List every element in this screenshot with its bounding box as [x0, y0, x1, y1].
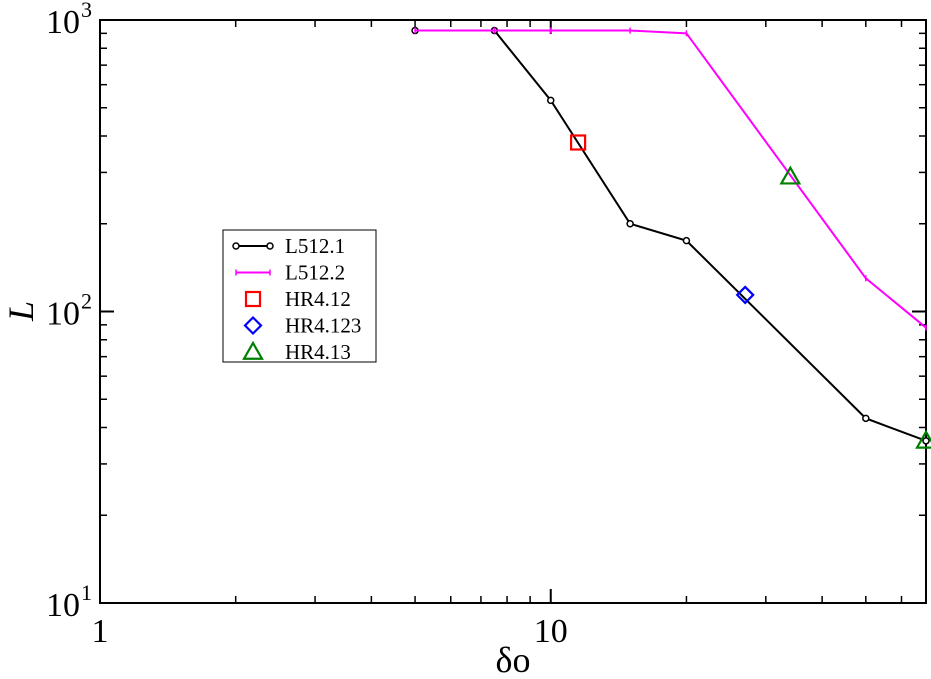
legend-marker	[232, 242, 240, 250]
series-layer	[411, 26, 931, 449]
data-point	[922, 437, 930, 445]
legend-marker	[244, 290, 262, 308]
y-tick-label-base: 10	[46, 587, 80, 624]
legend-entry: HR4.13	[242, 340, 351, 364]
legend-marker	[243, 315, 263, 336]
legend-entry: L512.1	[232, 234, 345, 258]
series-HR4.12	[570, 134, 587, 151]
legend-marker	[242, 340, 264, 360]
data-point	[570, 134, 587, 151]
legend-label: L512.2	[285, 261, 345, 285]
legend-marker	[266, 242, 274, 250]
x-tick-label: 1	[92, 613, 109, 650]
y-tick-label-base: 10	[46, 296, 80, 333]
legend-box	[222, 229, 377, 363]
legend-entry: L512.2	[235, 261, 345, 285]
series-HR4.123	[735, 285, 755, 305]
legend-label: HR4.13	[285, 340, 351, 364]
legend-label: HR4.12	[285, 287, 351, 311]
y-tick-label-base: 10	[46, 4, 80, 41]
major-ticks	[99, 19, 926, 604]
data-point	[779, 165, 802, 185]
y-tick-label-exponent: 3	[81, 0, 92, 22]
data-point	[626, 219, 634, 228]
y-tick-label-exponent: 2	[81, 289, 92, 314]
x-tick-labels: 1 10	[92, 613, 568, 650]
y-tick-label: 10 2	[46, 289, 92, 333]
y-axis-label: L	[1, 301, 41, 322]
y-tick-label: 10 3	[46, 0, 92, 41]
x-tick-label: 10	[534, 613, 568, 650]
series-L512.2	[414, 27, 927, 331]
data-point	[546, 96, 555, 105]
data-point	[682, 236, 691, 245]
data-point	[862, 414, 870, 423]
x-axis-label: δo	[496, 640, 531, 679]
legend-label: HR4.123	[285, 314, 361, 338]
data-point	[735, 285, 755, 305]
legend-entry: HR4.12	[244, 287, 351, 311]
legend-label: L512.1	[285, 234, 345, 258]
legend-entry: HR4.123	[243, 314, 361, 338]
y-tick-label: 10 1	[46, 580, 92, 624]
minor-ticks	[100, 20, 926, 603]
y-tick-label-exponent: 1	[81, 580, 92, 605]
